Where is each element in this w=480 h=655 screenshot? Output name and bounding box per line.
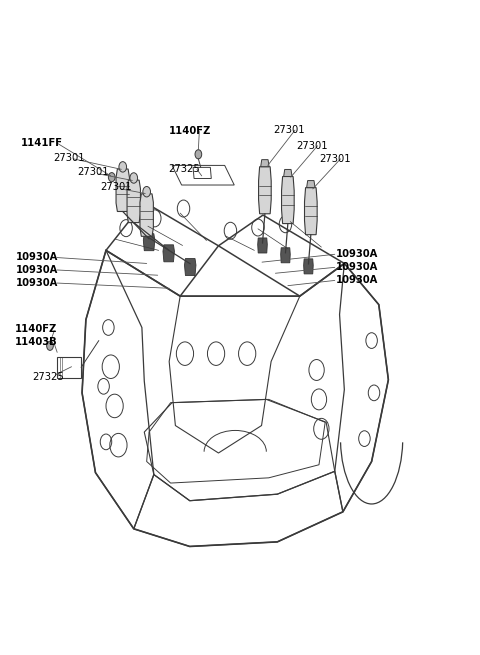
Polygon shape [163,245,174,262]
Polygon shape [261,160,269,167]
Text: 11403B: 11403B [15,337,58,347]
Text: 27325: 27325 [32,371,63,381]
Circle shape [130,173,138,183]
Polygon shape [304,187,317,234]
Text: 27301: 27301 [320,154,351,164]
Polygon shape [281,248,290,263]
Circle shape [143,187,151,197]
Text: 10930A: 10930A [16,252,59,262]
Circle shape [47,341,53,350]
Polygon shape [140,194,154,236]
Polygon shape [144,234,155,251]
Text: 27301: 27301 [53,153,85,162]
Text: 1141FF: 1141FF [21,138,63,148]
Polygon shape [282,176,294,223]
Text: 27301: 27301 [274,125,305,135]
Text: 27301: 27301 [100,182,132,192]
Polygon shape [284,170,292,176]
Text: 10930A: 10930A [16,265,59,275]
Circle shape [108,173,115,181]
Polygon shape [259,167,271,214]
Polygon shape [127,180,141,223]
Polygon shape [307,181,315,187]
Polygon shape [116,169,130,212]
Text: 27325: 27325 [168,164,200,174]
Text: 10930A: 10930A [16,278,59,288]
Text: 1140FZ: 1140FZ [169,126,212,136]
Text: 1140FZ: 1140FZ [15,324,58,334]
Polygon shape [258,238,267,253]
Polygon shape [304,259,313,274]
Polygon shape [184,259,196,276]
Text: 10930A: 10930A [336,250,378,259]
Text: 27301: 27301 [77,167,109,177]
Text: 27301: 27301 [297,141,328,151]
Text: 10930A: 10930A [336,263,378,272]
Text: 10930A: 10930A [336,276,378,286]
Circle shape [195,150,202,159]
Circle shape [119,162,127,172]
